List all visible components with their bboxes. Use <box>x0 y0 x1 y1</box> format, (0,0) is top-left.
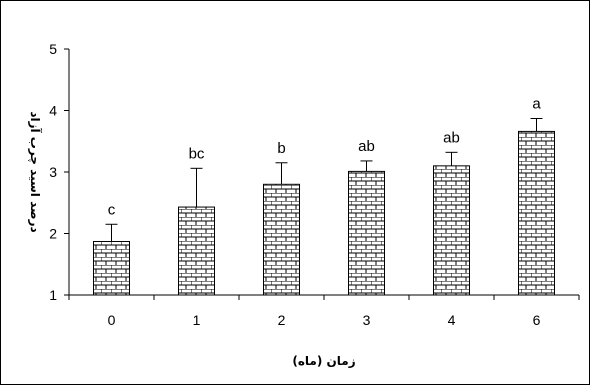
y-tick-label: 4 <box>49 103 57 119</box>
significance-label: ab <box>358 138 375 155</box>
significance-label: bc <box>189 145 205 162</box>
bar <box>93 240 130 296</box>
x-tick-label: 4 <box>448 312 456 328</box>
y-axis-title: درصد اسید چرب آزاد <box>28 111 43 232</box>
y-tick-label: 1 <box>49 287 57 303</box>
y-tick-label: 5 <box>49 41 57 57</box>
x-tick-label: 3 <box>363 312 371 328</box>
significance-label: ab <box>443 129 460 146</box>
x-axis-title: زمان (ماه) <box>292 354 355 368</box>
significance-label: a <box>532 95 541 112</box>
x-tick-label: 6 <box>533 312 541 328</box>
bar <box>178 206 215 296</box>
significance-label: b <box>277 140 285 157</box>
bar <box>518 130 555 296</box>
bar <box>263 183 300 296</box>
bar <box>348 170 385 296</box>
significance-label: c <box>108 201 116 218</box>
x-tick-label: 1 <box>193 312 201 328</box>
x-tick-label: 2 <box>278 312 286 328</box>
x-tick-label: 0 <box>108 312 116 328</box>
y-tick-label: 2 <box>49 226 57 242</box>
bar <box>433 165 470 296</box>
y-tick-label: 3 <box>49 164 57 180</box>
